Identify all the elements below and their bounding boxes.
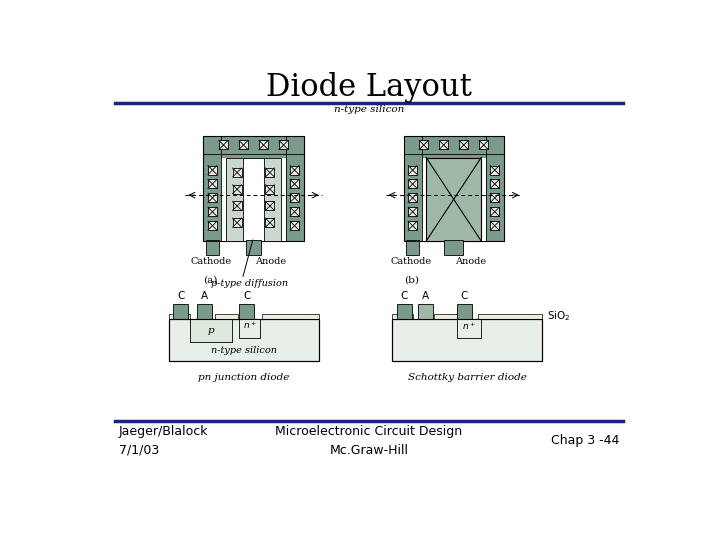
Bar: [233, 201, 242, 211]
Bar: [204, 136, 304, 241]
Text: Chap 3 -44: Chap 3 -44: [551, 434, 619, 447]
Bar: [239, 319, 261, 338]
Bar: [222, 158, 286, 241]
Bar: [233, 168, 242, 177]
Bar: [406, 240, 419, 255]
Bar: [208, 207, 217, 217]
Bar: [439, 140, 448, 150]
Text: p: p: [207, 326, 214, 335]
Text: $n^+$: $n^+$: [243, 320, 257, 332]
Bar: [266, 185, 274, 194]
Bar: [206, 240, 219, 255]
Bar: [290, 207, 299, 217]
Text: C: C: [243, 291, 251, 301]
Bar: [426, 158, 481, 241]
Text: Schottky barrier diode: Schottky barrier diode: [408, 373, 527, 382]
Bar: [208, 179, 217, 188]
Bar: [290, 179, 299, 188]
Text: $n^+$: $n^+$: [462, 321, 476, 333]
Bar: [239, 304, 254, 319]
Bar: [174, 304, 189, 319]
Bar: [392, 319, 542, 361]
Bar: [490, 179, 499, 188]
Bar: [290, 193, 299, 202]
Text: A: A: [422, 291, 428, 301]
Text: p-type diffusion: p-type diffusion: [212, 279, 289, 288]
Bar: [286, 136, 304, 241]
Bar: [246, 240, 261, 255]
Text: Jaeger/Blalock
7/1/03: Jaeger/Blalock 7/1/03: [119, 424, 208, 456]
Bar: [490, 207, 499, 217]
Bar: [259, 140, 268, 150]
Bar: [204, 136, 304, 154]
Bar: [419, 140, 428, 150]
Bar: [290, 166, 299, 174]
Bar: [404, 136, 504, 241]
Text: C: C: [177, 291, 184, 301]
Bar: [226, 158, 281, 241]
Bar: [434, 314, 456, 319]
Bar: [456, 304, 472, 319]
Bar: [456, 319, 481, 338]
Text: Cathode: Cathode: [390, 257, 431, 266]
Bar: [190, 319, 232, 342]
Bar: [408, 221, 417, 230]
Bar: [397, 304, 412, 319]
Text: C: C: [400, 291, 408, 301]
Bar: [490, 221, 499, 230]
Bar: [266, 201, 274, 211]
Bar: [392, 314, 413, 319]
Text: C: C: [461, 291, 468, 301]
Bar: [204, 136, 222, 241]
Bar: [486, 136, 504, 241]
Bar: [239, 140, 248, 150]
Bar: [444, 240, 464, 255]
Bar: [408, 193, 417, 202]
Bar: [422, 158, 486, 241]
Text: (a): (a): [204, 275, 218, 285]
Bar: [208, 221, 217, 230]
Text: Microelectronic Circuit Design
Mc.Graw-Hill: Microelectronic Circuit Design Mc.Graw-H…: [276, 424, 462, 456]
Bar: [404, 136, 504, 154]
Bar: [168, 314, 190, 319]
Text: $\mathrm{SiO_2}$: $\mathrm{SiO_2}$: [547, 309, 570, 323]
Bar: [208, 166, 217, 174]
Bar: [477, 314, 542, 319]
Text: Cathode: Cathode: [190, 257, 231, 266]
Text: n-type silicon: n-type silicon: [211, 346, 277, 355]
Bar: [197, 304, 212, 319]
Bar: [490, 166, 499, 174]
Bar: [490, 193, 499, 202]
Bar: [404, 136, 422, 241]
Text: (b): (b): [404, 275, 418, 285]
Bar: [408, 179, 417, 188]
Bar: [408, 166, 417, 174]
Bar: [168, 319, 319, 361]
Bar: [233, 218, 242, 227]
Bar: [459, 140, 468, 150]
Text: pn junction diode: pn junction diode: [198, 373, 289, 382]
Bar: [168, 319, 319, 361]
Text: A: A: [201, 291, 207, 301]
Bar: [392, 319, 542, 361]
Bar: [290, 221, 299, 230]
Bar: [266, 168, 274, 177]
Text: Anode: Anode: [455, 257, 487, 266]
Text: Anode: Anode: [256, 257, 287, 266]
Bar: [262, 314, 319, 319]
Bar: [418, 304, 433, 319]
Bar: [266, 218, 274, 227]
Bar: [215, 314, 238, 319]
Bar: [208, 193, 217, 202]
Bar: [219, 140, 228, 150]
Text: n-type silicon: n-type silicon: [334, 105, 404, 114]
Bar: [408, 207, 417, 217]
Bar: [233, 185, 242, 194]
Bar: [279, 140, 288, 150]
Text: Diode Layout: Diode Layout: [266, 72, 472, 103]
Bar: [243, 158, 264, 241]
Bar: [480, 140, 488, 150]
